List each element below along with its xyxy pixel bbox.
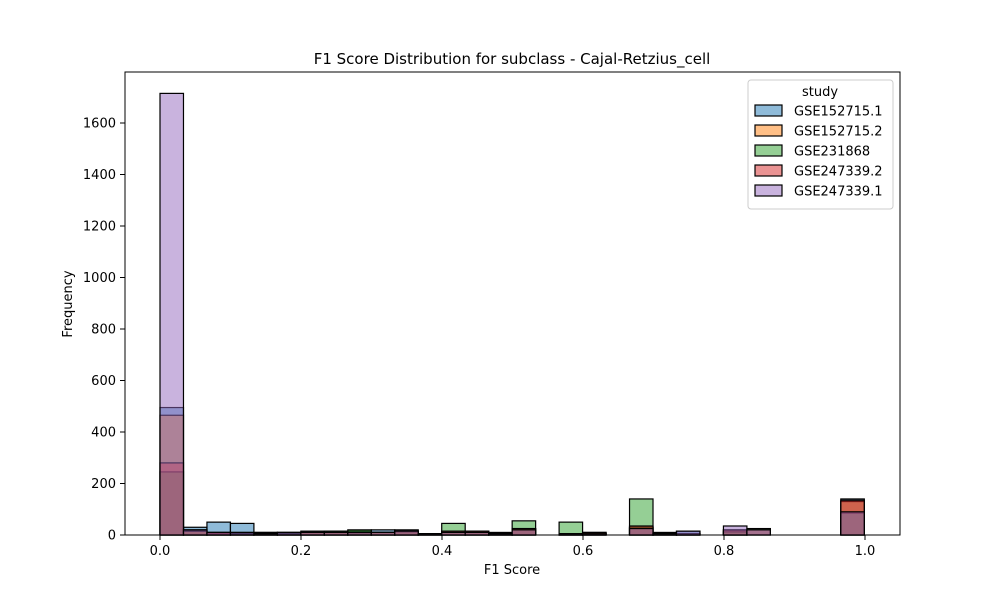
y-axis-label: Frequency [61,270,76,337]
legend-items: GSE152715.1 GSE152715.2 GSE231868 GSE247339… [754,104,883,200]
y-tick-label: 1200 [83,220,116,235]
legend-label: GSE247339.2 [794,165,883,180]
y-tick-label: 1400 [83,168,116,183]
y-tick-label: 1600 [83,117,116,132]
bar-GSE247339.1-bin-1 [182,529,208,536]
x-tick-label: 0.0 [150,544,171,559]
bar-GSE247339.1-bin-15 [511,529,537,536]
legend-title: study [802,85,838,100]
x-tick-label: 0.8 [714,544,735,559]
y-tick-label: 1000 [83,271,116,286]
y-tick-label: 400 [91,426,116,441]
legend-box [747,79,894,210]
y-tick-label: 600 [91,374,116,389]
plot-frame [124,71,901,536]
legend-swatch [754,124,783,137]
legend-label: GSE231868 [794,145,870,160]
legend-label: GSE152715.1 [794,105,883,120]
legend-swatch [754,104,783,117]
chart-title: F1 Score Distribution for subclass - Caj… [314,50,711,69]
bar-GSE247339.1-bin-29 [840,511,865,536]
legend-label: GSE247339.1 [794,185,883,200]
legend-swatch [754,164,783,177]
x-tick-label: 1.0 [855,544,876,559]
bar-GSE247339.1-bin-10 [394,530,419,536]
legend-label: GSE152715.2 [794,125,883,140]
bar-GSE247339.1-bin-0 [159,92,185,536]
bar-GSE247339.1-bin-22 [675,530,701,536]
x-tick-label: 0.2 [291,544,312,559]
x-tick-label: 0.6 [573,544,594,559]
bar-GSE247339.1-bin-25 [746,529,771,536]
y-tick-label: 200 [91,477,116,492]
bar-GSE247339.1-bin-20 [628,527,654,536]
y-tick-label: 0 [108,529,116,544]
bar-GSE247339.1-bin-24 [722,525,748,536]
legend: study GSE152715.1GSE152715.2GSE231868GSE… [747,79,894,210]
y-axis: 0 200 400 600 800 1000 1200 1400 1600 [83,117,125,544]
legend-swatch [754,184,783,197]
legend-swatch [754,144,783,157]
y-tick-label: 800 [91,323,116,338]
x-tick-label: 0.4 [432,544,453,559]
x-axis: 0.0 0.2 0.4 0.6 0.8 1.0 [150,535,876,559]
bar-GSE231868-bin-17 [558,521,584,536]
x-axis-label: F1 Score [484,563,540,578]
